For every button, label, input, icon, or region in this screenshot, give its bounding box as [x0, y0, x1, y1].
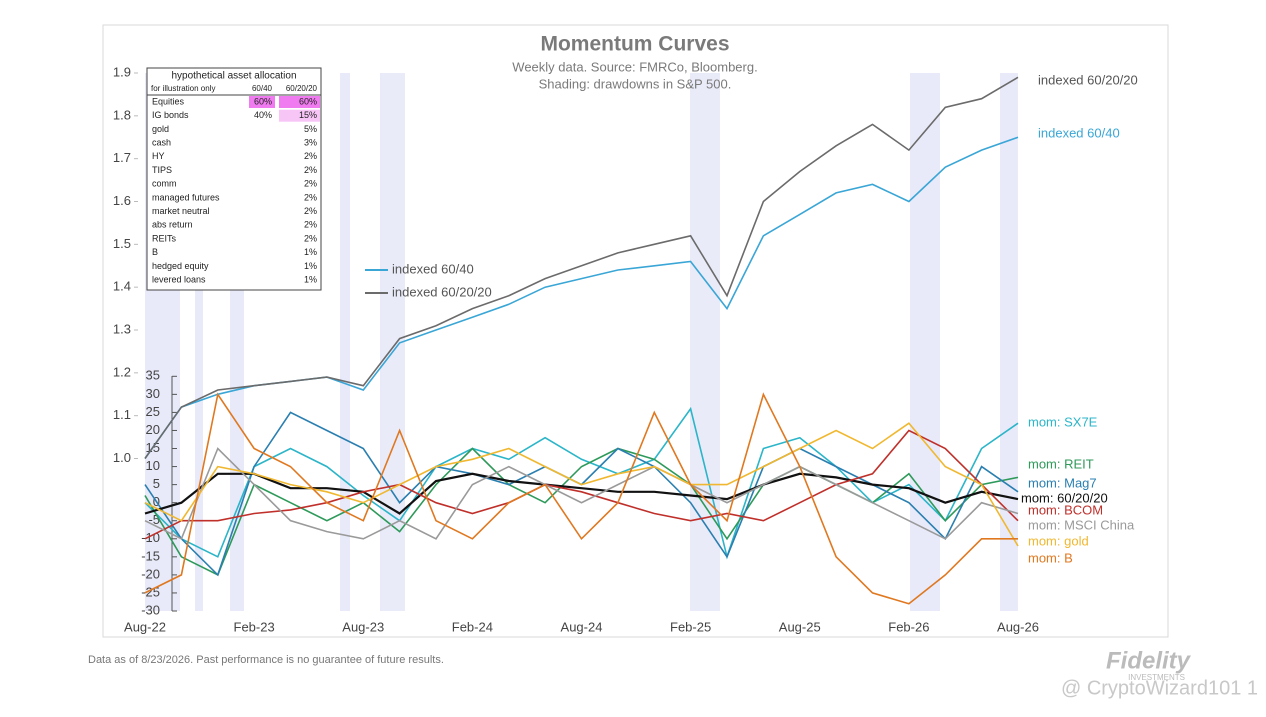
series-line — [144, 447, 1019, 540]
table-cell: HY — [152, 151, 165, 161]
series-line — [144, 422, 1019, 547]
table-cell: 2% — [304, 206, 317, 216]
end-label: mom: BCOM — [1028, 502, 1103, 517]
y2-tick-label: 35 — [146, 368, 160, 383]
x-tick-label: Aug-24 — [561, 619, 603, 634]
table-cell: 60% — [299, 96, 317, 106]
table-cell: TIPS — [152, 165, 172, 175]
x-tick-label: Feb-25 — [670, 619, 711, 634]
y-tick-label: 1.3 — [113, 321, 131, 336]
end-label: mom: gold — [1028, 533, 1089, 548]
table-cell: levered loans — [152, 274, 206, 284]
end-label: mom: 60/20/20 — [1021, 490, 1108, 505]
end-label: indexed 60/40 — [1038, 125, 1120, 140]
x-tick-label: Aug-23 — [342, 619, 384, 634]
series-line — [144, 429, 1019, 540]
chart-title: Momentum Curves — [540, 33, 729, 56]
subtitle: Shading: drawdowns in S&P 500. — [539, 76, 732, 91]
table-cell: market neutral — [152, 206, 210, 216]
end-label: mom: B — [1028, 550, 1073, 565]
table-cell: managed futures — [152, 192, 220, 202]
table-cell: 1% — [304, 247, 317, 257]
legend-label: indexed 60/20/20 — [392, 284, 492, 299]
table-cell: 2% — [304, 179, 317, 189]
table-cell: 2% — [304, 220, 317, 230]
highlight — [279, 96, 320, 108]
series-line — [144, 392, 1018, 605]
table-cell: 1% — [304, 274, 317, 284]
x-tick-label: Feb-26 — [888, 619, 929, 634]
table-cell: 5% — [304, 124, 317, 134]
y2-tick-label: 10 — [146, 458, 160, 473]
y-tick-label: 1.8 — [113, 107, 131, 122]
legend-label: indexed 60/40 — [392, 261, 474, 276]
end-label: indexed 60/20/20 — [1038, 72, 1138, 87]
table-cell: abs return — [152, 220, 193, 230]
table-cell: Equities — [152, 96, 185, 106]
table-cell: hedged equity — [152, 261, 209, 271]
table-cell: 2% — [304, 151, 317, 161]
shade — [340, 73, 350, 611]
series-line — [144, 76, 1019, 459]
x-tick-label: Aug-26 — [997, 619, 1039, 634]
y2-tick-label: 30 — [146, 386, 160, 401]
table-cell: 40% — [254, 110, 272, 120]
end-label: mom: REIT — [1028, 456, 1094, 471]
end-label: mom: SX7E — [1028, 414, 1098, 429]
shade — [910, 73, 940, 611]
table-cell: 1% — [304, 261, 317, 271]
y2-tick-label: 5 — [153, 476, 160, 491]
y-tick-label: 1.1 — [113, 407, 131, 422]
shade — [1000, 73, 1018, 611]
y2-tick-label: -5 — [148, 512, 160, 527]
table-cell: REITs — [152, 233, 177, 243]
table-cell: 60% — [254, 96, 272, 106]
y-tick-label: 1.6 — [113, 193, 131, 208]
x-tick-label: Aug-25 — [779, 619, 821, 634]
table-cell: gold — [152, 124, 169, 134]
y-tick-label: 1.9 — [113, 64, 131, 79]
footer: Data as of 8/23/2026. Past performance i… — [88, 654, 444, 666]
y2-tick-label: -15 — [141, 548, 160, 563]
table-cell: 2% — [304, 192, 317, 202]
highlight — [249, 96, 275, 108]
table-subtitle: for illustration only — [151, 84, 215, 93]
table-cell: B — [152, 247, 158, 257]
y-tick-label: 1.7 — [113, 150, 131, 165]
table-cell: IG bonds — [152, 110, 189, 120]
table-cell: 15% — [299, 110, 317, 120]
y2-tick-label: -30 — [141, 602, 160, 617]
shade — [195, 73, 203, 611]
table-cell: comm — [152, 179, 177, 189]
end-label: mom: Mag7 — [1028, 475, 1097, 490]
table-header: 60/40 — [252, 84, 273, 93]
y-tick-label: 1.5 — [113, 236, 131, 251]
y-tick-label: 1.4 — [113, 279, 131, 294]
highlight — [279, 109, 320, 122]
y2-tick-label: 25 — [146, 404, 160, 419]
y2-tick-label: 20 — [146, 422, 160, 437]
logo: Fidelity — [1106, 647, 1192, 674]
logo-tagline: INVESTMENTS — [1128, 673, 1185, 682]
shade — [690, 73, 720, 611]
table-cell: cash — [152, 137, 171, 147]
end-label: mom: MSCI China — [1028, 517, 1135, 532]
x-tick-label: Feb-24 — [452, 619, 493, 634]
x-tick-label: Aug-22 — [124, 619, 166, 634]
table-cell: 3% — [304, 137, 317, 147]
table-title: hypothetical asset allocation — [171, 71, 296, 82]
series-line — [144, 472, 1019, 515]
y2-tick-label: -20 — [141, 566, 160, 581]
table-cell: 2% — [304, 165, 317, 175]
table-header: 60/20/20 — [286, 84, 318, 93]
y-tick-label: 1.0 — [113, 450, 131, 465]
watermark: @ CryptoWizard101 1 — [1061, 677, 1258, 699]
table-cell: 2% — [304, 233, 317, 243]
subtitle: Weekly data. Source: FMRCo, Bloomberg. — [512, 59, 757, 74]
x-tick-label: Feb-23 — [234, 619, 275, 634]
y-tick-label: 1.2 — [113, 364, 131, 379]
